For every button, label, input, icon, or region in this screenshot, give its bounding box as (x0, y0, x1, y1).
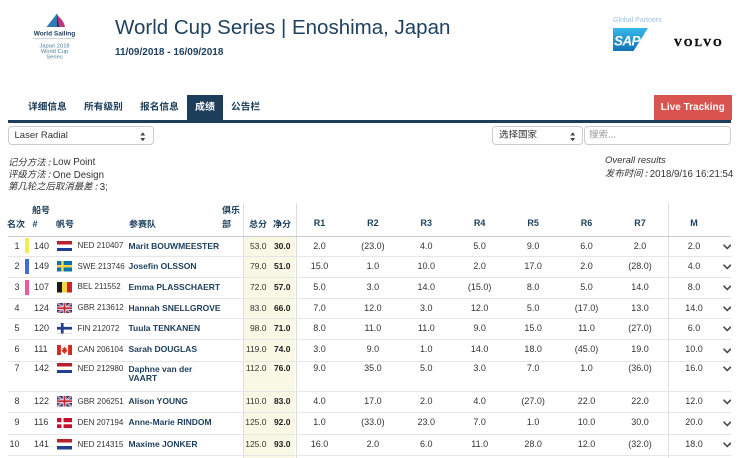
svg-text:Series: Series (46, 55, 63, 61)
svg-text:SAP: SAP (614, 34, 642, 49)
svg-text:World Cup: World Cup (41, 49, 68, 55)
svg-text:Japan 2018: Japan 2018 (39, 44, 69, 50)
svg-text:World Sailing: World Sailing (34, 30, 75, 37)
